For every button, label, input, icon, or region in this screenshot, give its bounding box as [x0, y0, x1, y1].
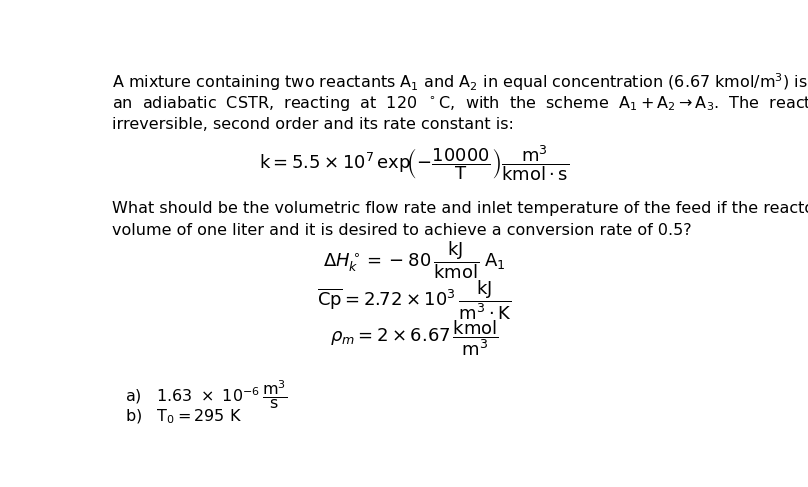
- Text: What should be the volumetric flow rate and inlet temperature of the feed if the: What should be the volumetric flow rate …: [112, 201, 808, 216]
- Text: A mixture containing two reactants $\mathrm{A_1}$ and $\mathrm{A_2}$ in equal co: A mixture containing two reactants $\mat…: [112, 72, 808, 94]
- Text: volume of one liter and it is desired to achieve a conversion rate of 0.5?: volume of one liter and it is desired to…: [112, 224, 692, 239]
- Text: b)   $\mathrm{T_0 = 295\ K}$: b) $\mathrm{T_0 = 295\ K}$: [124, 408, 242, 426]
- Text: $\rho_m = 2 \times 6.67\,\dfrac{\mathrm{kmol}}{\mathrm{m^3}}$: $\rho_m = 2 \times 6.67\,\dfrac{\mathrm{…: [330, 318, 499, 357]
- Text: $\Delta H_k^\circ = -80\,\dfrac{\mathrm{kJ}}{\mathrm{kmol}}\;\mathrm{A_1}$: $\Delta H_k^\circ = -80\,\dfrac{\mathrm{…: [322, 240, 506, 281]
- Text: a)   $1.63\ \times\ 10^{-6}\,\dfrac{\mathrm{m^3}}{\mathrm{s}}$: a) $1.63\ \times\ 10^{-6}\,\dfrac{\mathr…: [124, 378, 287, 411]
- Text: $\overline{\mathrm{Cp}} = 2.72 \times 10^3\,\dfrac{\mathrm{kJ}}{\mathrm{m^3 \cdo: $\overline{\mathrm{Cp}} = 2.72 \times 10…: [317, 279, 511, 322]
- Text: irreversible, second order and its rate constant is:: irreversible, second order and its rate …: [112, 116, 514, 131]
- Text: an  adiabatic  CSTR,  reacting  at  120  $^\circ$C,  with  the  scheme  $\mathrm: an adiabatic CSTR, reacting at 120 $^\ci…: [112, 94, 808, 113]
- Text: $\mathrm{k = 5.5 \times 10^7 \, exp\!\left(-\dfrac{10000}{T}\right)\dfrac{m^3}{k: $\mathrm{k = 5.5 \times 10^7 \, exp\!\le…: [259, 144, 570, 183]
